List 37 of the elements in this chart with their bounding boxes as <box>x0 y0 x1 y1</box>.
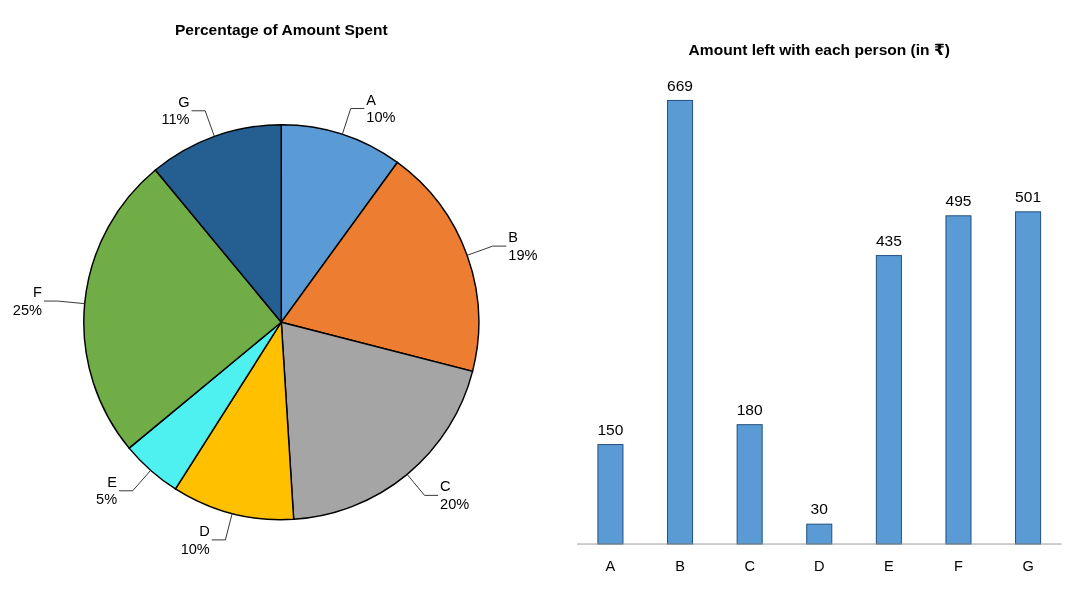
data-label: 5% <box>96 491 118 508</box>
x-tick-label: G <box>1022 558 1034 575</box>
data-label: 20% <box>440 496 470 512</box>
chart-title: Amount left with each person (in ₹) <box>688 40 950 58</box>
data-label: 435 <box>875 231 902 249</box>
slice-label: G <box>178 93 190 110</box>
x-tick-label: A <box>605 558 616 575</box>
x-tick-label: F <box>954 558 964 575</box>
data-label: 19% <box>508 246 538 263</box>
data-label: 180 <box>736 400 763 418</box>
chart-title: Percentage of Amount Spent <box>174 21 388 39</box>
bar <box>945 215 972 545</box>
slice-label: B <box>508 229 519 246</box>
data-label: 501 <box>1015 188 1042 206</box>
data-label: 669 <box>667 76 694 94</box>
data-label: 11% <box>161 111 190 128</box>
slice-label: E <box>107 473 118 490</box>
x-tick-label: E <box>884 558 894 575</box>
slice-label: D <box>199 523 210 539</box>
slice-label: A <box>366 91 377 108</box>
data-label: 10% <box>366 109 396 126</box>
bar <box>806 523 833 545</box>
data-label: 150 <box>597 420 624 438</box>
bar <box>736 424 763 545</box>
slice-label: F <box>33 284 43 301</box>
bar <box>875 255 902 545</box>
bar <box>1015 211 1042 545</box>
x-tick-label: C <box>744 558 755 575</box>
data-label: 25% <box>12 301 43 318</box>
x-tick-label: D <box>813 558 825 575</box>
x-tick-label: B <box>675 558 685 575</box>
bar <box>597 444 624 545</box>
bar <box>667 99 694 545</box>
data-label: 10% <box>180 540 210 557</box>
data-label: 30 <box>810 500 829 518</box>
slice-label: C <box>440 478 451 495</box>
data-label: 495 <box>945 192 972 210</box>
